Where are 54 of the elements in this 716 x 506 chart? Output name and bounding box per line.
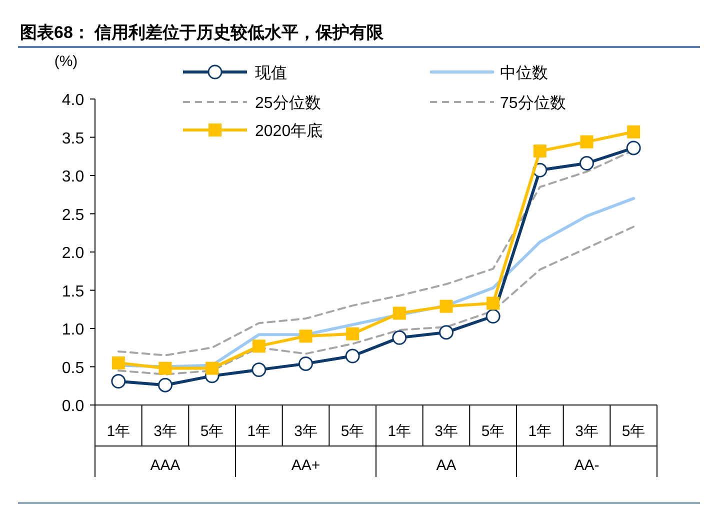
x-tick-label: 5年 (340, 423, 364, 440)
x-tick-label: 3年 (154, 423, 177, 440)
point (580, 135, 594, 148)
point (627, 125, 640, 138)
point (252, 362, 266, 378)
point (533, 144, 546, 158)
y-axis-title: (%) (54, 53, 78, 70)
y-tick-label: 2.0 (62, 245, 84, 262)
point (252, 340, 266, 353)
point (626, 140, 641, 156)
y-tick-label: 2.5 (62, 206, 84, 224)
text: AA- (574, 457, 600, 474)
y-tick-label: 3.0 (62, 168, 84, 186)
point (486, 309, 500, 324)
y-tick-label: 0.0 (62, 398, 84, 415)
point (299, 330, 312, 343)
x-tick-label: 5年 (622, 423, 646, 440)
x-tick-label: 1年 (388, 423, 412, 440)
point (111, 374, 126, 389)
y-tick-label: 3.5 (62, 130, 84, 148)
point (440, 300, 453, 313)
point (439, 325, 454, 340)
text: AAA (150, 457, 180, 474)
x-tick-label: 1年 (247, 423, 271, 440)
point (158, 362, 172, 375)
x-tick-label: 3年 (294, 423, 318, 440)
y-tick-label: 1.0 (62, 322, 84, 338)
y-tick-label: 1.5 (62, 283, 84, 300)
x-tick-label: 5年 (481, 423, 505, 440)
point (346, 327, 360, 340)
point (580, 156, 594, 171)
point (112, 356, 125, 370)
point (345, 348, 360, 364)
legend-label: 现值 (255, 65, 287, 82)
text: AA+ (291, 457, 320, 474)
x-tick-label: 3年 (434, 423, 458, 440)
point (486, 296, 500, 310)
y-tick-label: 4.0 (62, 92, 84, 109)
point (298, 356, 313, 371)
x-tick-label: 1年 (528, 423, 552, 440)
chart-title: 图表68： 信用利差位于历史较低水平，保护有限 (20, 23, 385, 42)
point (206, 362, 219, 375)
x-tick-label: 3年 (575, 423, 598, 440)
x-tick-label: 1年 (106, 423, 130, 440)
legend-label: 25分位数 (255, 95, 321, 112)
point (392, 306, 406, 320)
point (392, 330, 407, 345)
legend-label: 2020年底 (255, 122, 323, 140)
legend-label: 75分位数 (500, 95, 566, 112)
y-tick-label: 0.5 (62, 360, 84, 377)
point (158, 378, 172, 392)
legend-label: 中位数 (500, 64, 548, 82)
x-tick-label: 5年 (200, 423, 224, 440)
text: AA (436, 457, 456, 474)
